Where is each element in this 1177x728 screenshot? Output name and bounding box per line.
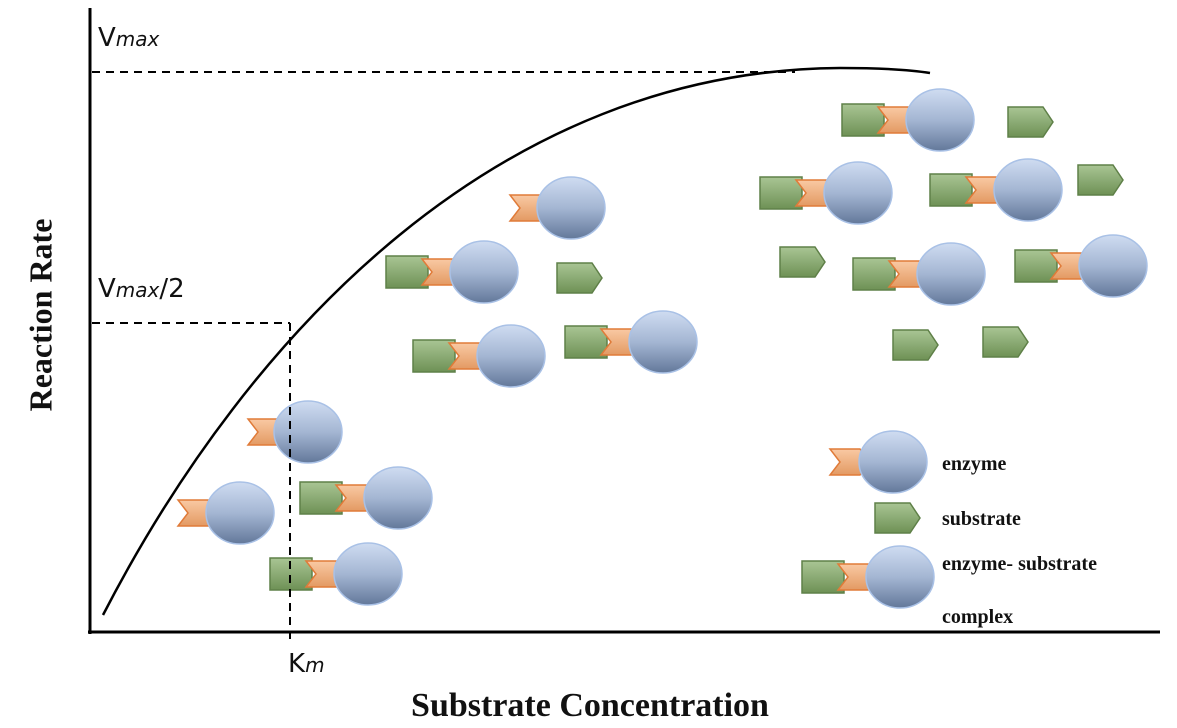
km-sub: m — [305, 653, 324, 677]
substrate — [557, 263, 602, 293]
substrate — [780, 247, 825, 277]
legend-substrate: substrate — [942, 508, 1021, 530]
enzyme — [859, 431, 927, 493]
enzyme — [274, 401, 342, 463]
bound-substrate — [853, 258, 895, 290]
enzyme — [906, 89, 974, 151]
y-axis-label: Reaction Rate — [22, 219, 58, 412]
km-label: Km — [288, 649, 325, 679]
vmax-sub: max — [116, 27, 160, 51]
bound-substrate — [930, 174, 972, 206]
substrate — [983, 327, 1028, 357]
bound-substrate — [386, 256, 428, 288]
bound-substrate — [565, 326, 607, 358]
substrate — [1078, 165, 1123, 195]
substrate — [893, 330, 938, 360]
enzyme — [994, 159, 1062, 221]
bound-substrate — [300, 482, 342, 514]
vmax-base: V — [98, 23, 116, 53]
legend-complex: enzyme- substrate — [942, 553, 1097, 575]
enzyme — [1079, 235, 1147, 297]
enzyme — [629, 311, 697, 373]
enzyme — [206, 482, 274, 544]
molecules — [178, 89, 1147, 608]
km-base: K — [288, 649, 306, 679]
enzyme — [917, 243, 985, 305]
half-vmax-base: V — [98, 274, 116, 304]
diagram: Vmax Vmax/2 Km Reaction Rate Substrate C… — [0, 0, 1177, 728]
vmax-label: Vmax — [98, 23, 160, 53]
bound-substrate — [842, 104, 884, 136]
enzyme — [537, 177, 605, 239]
bound-substrate — [413, 340, 455, 372]
enzyme — [477, 325, 545, 387]
enzyme — [866, 546, 934, 608]
substrate — [1008, 107, 1053, 137]
bound-substrate — [1015, 250, 1057, 282]
legend-enzyme: enzyme — [942, 453, 1007, 475]
half-vmax-label: Vmax/2 — [98, 274, 185, 304]
substrate — [875, 503, 920, 533]
enzyme — [364, 467, 432, 529]
half-vmax-suffix: /2 — [159, 274, 184, 304]
bound-substrate — [760, 177, 802, 209]
bound-substrate — [802, 561, 844, 593]
enzyme — [334, 543, 402, 605]
enzyme — [450, 241, 518, 303]
enzyme — [824, 162, 892, 224]
half-vmax-sub: max — [116, 278, 160, 302]
x-axis-label: Substrate Concentration — [411, 687, 769, 724]
legend-complex: complex — [942, 606, 1013, 628]
